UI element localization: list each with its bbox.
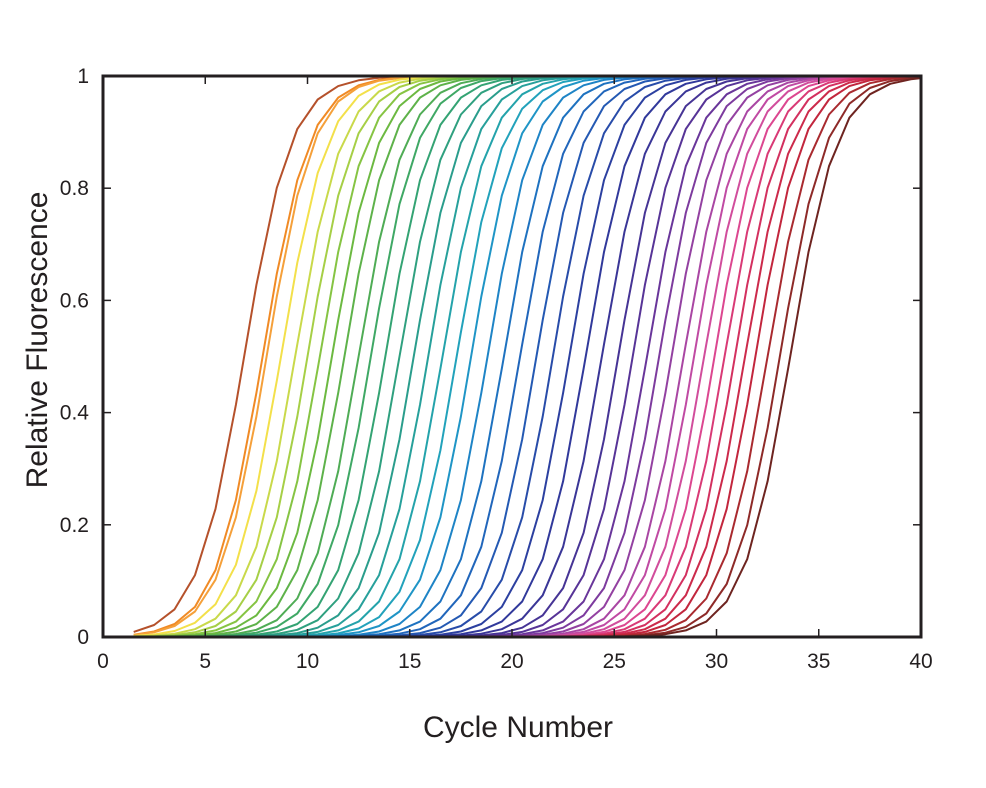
x-tick-label: 20 [500,650,523,673]
y-tick-label: 0.4 [60,402,90,425]
x-tick-label: 40 [909,650,932,673]
y-tick-label: 0.6 [60,289,89,312]
x-ticks [102,76,922,637]
x-tick-labels: 0 5 10 15 20 25 30 35 40 [97,650,933,673]
y-tick-label: 1 [77,65,89,88]
series-layer [133,75,922,638]
x-tick-label: 10 [296,650,319,673]
y-tick-label: 0.8 [60,177,89,200]
x-tick-label: 30 [705,650,728,673]
series-line-1 [133,75,921,633]
x-tick-label: 15 [398,650,421,673]
y-tick-label: 0.2 [60,514,89,537]
x-tick-label: 0 [97,650,109,673]
x-tick-label: 5 [199,650,211,673]
y-axis-label: Relative Fluorescence [21,192,54,489]
y-tick-label: 0 [77,626,89,649]
x-axis-label: Cycle Number [423,711,613,744]
y-tick-labels: 0 0.2 0.4 0.6 0.8 1 [60,65,90,649]
y-ticks [103,75,921,638]
x-tick-label: 35 [807,650,830,673]
x-tick-label: 25 [603,650,626,673]
series-line-24 [133,75,921,638]
